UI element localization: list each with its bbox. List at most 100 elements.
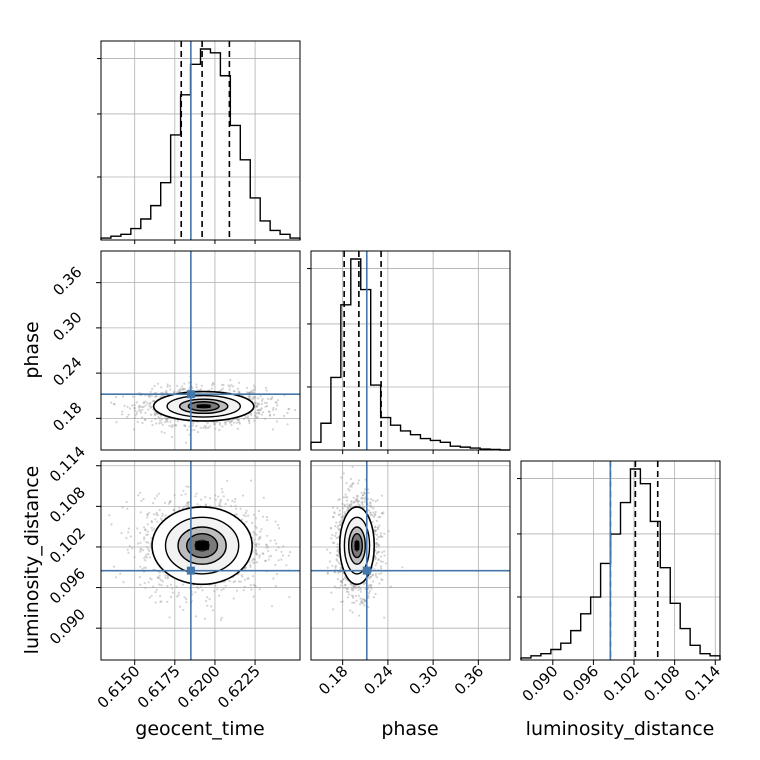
scatter-point xyxy=(350,503,353,506)
scatter-point xyxy=(238,421,241,424)
scatter-point xyxy=(287,554,290,557)
scatter-point xyxy=(367,606,370,609)
scatter-point xyxy=(156,514,159,517)
scatter-point xyxy=(348,489,351,492)
scatter-point xyxy=(145,556,149,559)
scatter-point xyxy=(348,504,351,508)
scatter-point xyxy=(346,496,349,499)
scatter-point xyxy=(154,417,157,420)
scatter-point xyxy=(156,382,160,385)
scatter-point xyxy=(169,384,172,388)
scatter-point xyxy=(280,558,283,561)
scatter-point xyxy=(226,498,230,501)
scatter-point xyxy=(164,574,167,577)
scatter-point xyxy=(239,507,242,510)
scatter-point xyxy=(287,408,290,411)
scatter-point xyxy=(254,585,257,588)
scatter-point xyxy=(249,565,252,569)
scatter-point xyxy=(256,409,259,412)
scatter-point xyxy=(376,543,379,546)
scatter-point xyxy=(261,397,264,400)
scatter-point xyxy=(259,535,262,538)
scatter-point xyxy=(381,535,384,538)
scatter-point xyxy=(247,577,250,580)
scatter-point xyxy=(154,591,157,594)
scatter-point xyxy=(387,530,390,533)
y-tick-label-phase-1: 0.24 xyxy=(49,353,85,389)
scatter-point xyxy=(184,504,188,507)
scatter-point xyxy=(233,390,236,393)
scatter-point xyxy=(375,519,378,523)
scatter-point xyxy=(222,384,225,387)
scatter-point xyxy=(252,513,256,516)
scatter-point xyxy=(142,549,145,552)
density-peak xyxy=(354,541,360,551)
scatter-point xyxy=(246,415,250,418)
scatter-point xyxy=(266,546,269,549)
scatter-point xyxy=(145,533,148,536)
scatter-point xyxy=(246,577,249,580)
scatter-point xyxy=(121,506,124,509)
scatter-point xyxy=(168,502,171,505)
x-axis-label-phase: phase xyxy=(381,718,438,740)
scatter-point xyxy=(374,510,377,514)
scatter-point xyxy=(211,384,214,387)
scatter-point xyxy=(333,571,336,574)
scatter-point xyxy=(161,580,164,583)
scatter-point xyxy=(245,509,248,512)
scatter-point xyxy=(348,506,351,509)
scatter-point xyxy=(228,388,231,391)
scatter-point xyxy=(350,584,354,587)
scatter-point xyxy=(165,389,168,393)
scatter-point xyxy=(160,421,163,424)
scatter-point xyxy=(338,498,341,501)
scatter-point xyxy=(371,573,374,576)
scatter-point xyxy=(264,386,268,389)
scatter-point xyxy=(374,592,377,596)
scatter-point xyxy=(288,407,291,410)
scatter-point xyxy=(352,501,355,504)
scatter-point xyxy=(131,547,134,550)
scatter-point xyxy=(164,576,167,579)
scatter-point xyxy=(159,517,162,520)
scatter-point xyxy=(269,539,272,542)
scatter-point xyxy=(126,405,129,408)
scatter-point xyxy=(361,602,365,605)
scatter-point xyxy=(220,389,223,392)
scatter-point xyxy=(155,395,158,398)
scatter-point xyxy=(343,503,346,507)
scatter-point xyxy=(258,411,261,414)
scatter-point xyxy=(135,401,138,404)
scatter-point xyxy=(147,408,150,411)
scatter-point xyxy=(369,501,372,504)
scatter-point xyxy=(338,527,341,531)
scatter-point xyxy=(261,515,265,518)
scatter-point xyxy=(377,535,380,539)
scatter-point xyxy=(229,378,232,382)
scatter-point xyxy=(374,514,377,517)
scatter-point xyxy=(146,513,149,517)
scatter-point xyxy=(234,580,237,583)
scatter-point xyxy=(259,395,262,398)
scatter-point xyxy=(372,515,375,519)
scatter-point xyxy=(232,597,235,600)
scatter-point xyxy=(148,596,151,599)
scatter-point xyxy=(254,416,257,419)
scatter-point xyxy=(377,516,380,519)
scatter-point xyxy=(247,514,250,517)
scatter-point xyxy=(186,428,189,431)
scatter-point xyxy=(235,513,238,516)
scatter-point xyxy=(144,411,147,414)
scatter-point xyxy=(335,521,338,524)
scatter-point xyxy=(147,541,150,544)
scatter-point xyxy=(140,499,143,502)
scatter-point xyxy=(183,596,186,599)
x-tick-label-geocent_time-2: 0.6200 xyxy=(174,662,224,712)
scatter-point xyxy=(200,498,203,501)
scatter-point xyxy=(255,561,259,564)
scatter-point xyxy=(326,548,329,551)
scatter-point xyxy=(139,541,142,545)
scatter-point xyxy=(131,404,134,407)
scatter-point xyxy=(201,589,204,592)
scatter-point xyxy=(360,491,363,494)
